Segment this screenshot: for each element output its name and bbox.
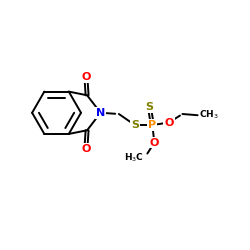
Text: O: O bbox=[81, 72, 90, 82]
Text: S: S bbox=[146, 102, 154, 113]
Text: S: S bbox=[131, 120, 139, 130]
Text: O: O bbox=[81, 144, 90, 154]
Text: N: N bbox=[96, 108, 105, 118]
Text: P: P bbox=[148, 120, 156, 130]
Text: H$_3$C: H$_3$C bbox=[124, 151, 144, 164]
Text: O: O bbox=[164, 118, 174, 128]
Text: CH$_3$: CH$_3$ bbox=[199, 109, 219, 122]
Text: O: O bbox=[150, 138, 159, 147]
